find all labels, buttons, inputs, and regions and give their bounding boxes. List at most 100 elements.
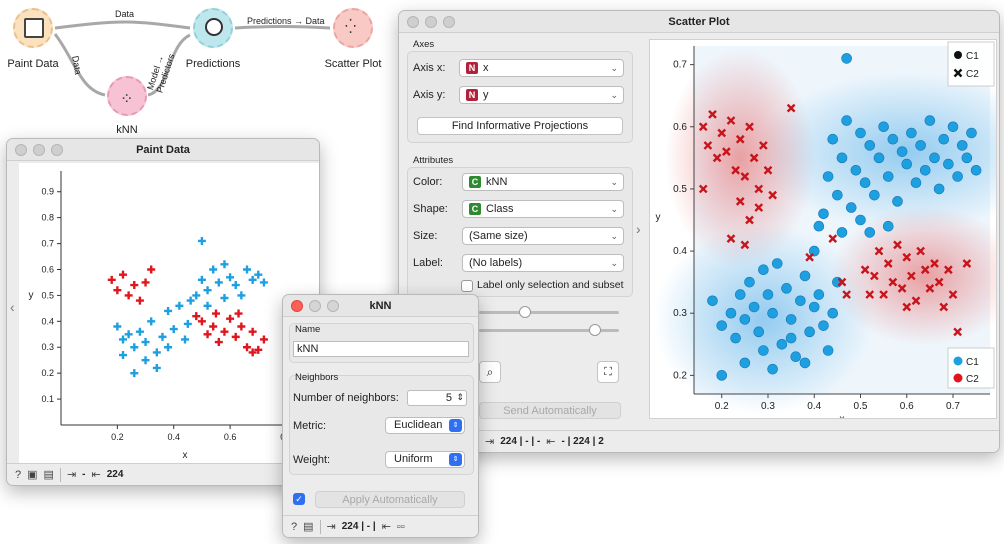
minimize-button[interactable] [309, 300, 321, 312]
data-point [759, 141, 768, 150]
expand-left-arrow[interactable]: ‹ [10, 299, 15, 315]
data-point [152, 348, 161, 357]
slider-1[interactable] [479, 306, 619, 318]
data-point [897, 284, 907, 293]
data-point [925, 284, 935, 293]
scatter-plot-canvas[interactable]: 0.2 0.3 0.4 0.5 0.6 0.7 0.2 0.3 0.4 0.5 0.6 0.7 x y C1… [649, 39, 997, 419]
color-legend: C1 C2 [947, 347, 995, 389]
data-point [726, 116, 736, 125]
node-predictions[interactable] [193, 8, 233, 48]
stepper-icon[interactable]: ⇕ [456, 392, 464, 402]
zoom-button[interactable] [327, 300, 339, 312]
weight-popup[interactable]: Uniform ⇕ [385, 451, 465, 468]
minimize-button[interactable] [425, 16, 437, 28]
data-point [882, 220, 894, 232]
close-button[interactable] [407, 16, 419, 28]
metric-popup[interactable]: Euclidean ⇕ [385, 417, 465, 434]
x-axis-label: x [183, 450, 188, 461]
input-icon: ⇥ [66, 469, 77, 481]
data-point [827, 307, 839, 319]
node-paint-data[interactable] [13, 8, 53, 48]
x-axis-label: x [840, 414, 845, 419]
data-point [754, 184, 764, 194]
slider-2-handle[interactable] [589, 324, 601, 336]
data-point [961, 152, 973, 164]
data-point [703, 141, 713, 150]
minimize-button[interactable] [33, 144, 45, 156]
data-point [186, 296, 195, 305]
data-point [734, 289, 746, 300]
legend-label: C2 [966, 69, 979, 80]
legend-box [947, 41, 995, 87]
data-point [730, 332, 741, 344]
size-combo[interactable]: (Same size) ⌄ [462, 227, 624, 245]
data-point [220, 294, 229, 302]
data-point [850, 164, 862, 176]
crystal-ball-icon [205, 18, 223, 36]
y-tick-label: 0.3 [41, 342, 54, 352]
collapse-arrow[interactable]: › [636, 221, 641, 237]
model-output-icon: ▫▫ [396, 520, 405, 533]
y-tick-label: 0.7 [41, 239, 54, 249]
data-point [910, 177, 922, 189]
send-automatically-button[interactable]: Send Automatically [479, 402, 621, 419]
zoom-tool-button[interactable]: ⌕ [479, 361, 501, 383]
legend-label: C1 [966, 357, 979, 368]
knn-titlebar: kNN [283, 295, 478, 317]
close-button[interactable] [291, 300, 303, 312]
help-icon[interactable]: ? [15, 468, 22, 481]
data-point [786, 103, 796, 113]
shape-combo[interactable]: C Class ⌄ [462, 200, 624, 218]
node-scatter-plot[interactable]: ⁛ [333, 8, 373, 48]
data-point [735, 134, 745, 144]
zoom-button[interactable] [443, 16, 455, 28]
label-only-checkbox[interactable] [461, 280, 473, 292]
data-point [813, 220, 825, 232]
apply-auto-checkbox[interactable]: ✓ [293, 493, 305, 505]
help-icon[interactable]: ? [291, 520, 298, 533]
close-button[interactable] [15, 144, 27, 156]
report-icon[interactable]: ▤ [303, 521, 314, 533]
find-projections-button[interactable]: Find Informative Projections [417, 117, 623, 135]
axis-x-value: x [483, 62, 489, 74]
data-point [953, 68, 963, 78]
data-point [243, 343, 251, 352]
data-point [119, 351, 127, 360]
data-point [748, 301, 760, 313]
region-c2 [830, 205, 996, 346]
data-point [962, 259, 972, 268]
data-point [209, 265, 218, 274]
data-point [944, 265, 953, 275]
slider-1-handle[interactable] [519, 306, 531, 318]
report-icon[interactable]: ▤ [43, 469, 54, 481]
data-point [231, 281, 240, 290]
save-icon[interactable]: ▣ [27, 469, 38, 481]
data-point [799, 357, 811, 369]
data-point [837, 277, 847, 287]
reset-zoom-button[interactable]: ⛶ [597, 361, 619, 383]
data-point [767, 363, 778, 375]
num-neighbors-spinbox[interactable]: 5 ⇕ [407, 390, 467, 406]
label-combo[interactable]: (No labels) ⌄ [462, 254, 624, 272]
node-knn[interactable]: ⁘ [107, 76, 147, 116]
paint-data-icon [24, 18, 44, 38]
name-input[interactable]: kNN [293, 341, 469, 357]
name-section-title: Name [295, 324, 321, 335]
data-point [745, 122, 754, 132]
apply-automatically-button[interactable]: Apply Automatically [315, 491, 465, 508]
data-point [892, 196, 903, 207]
data-point [141, 338, 150, 347]
data-point [259, 278, 268, 287]
label-value: (No labels) [469, 257, 523, 269]
x-tick-label: 0.2 [111, 432, 124, 442]
label-label: Label: [413, 257, 443, 269]
paint-data-canvas[interactable]: 0.20.40.60.80.10.20.30.40.50.60.70.80.9x… [19, 163, 319, 463]
zoom-button[interactable] [51, 144, 63, 156]
data-point [725, 307, 737, 319]
axes-section-title: Axes [413, 39, 435, 50]
y-tick-label: 0.4 [41, 316, 54, 326]
slider-2[interactable] [479, 324, 619, 336]
